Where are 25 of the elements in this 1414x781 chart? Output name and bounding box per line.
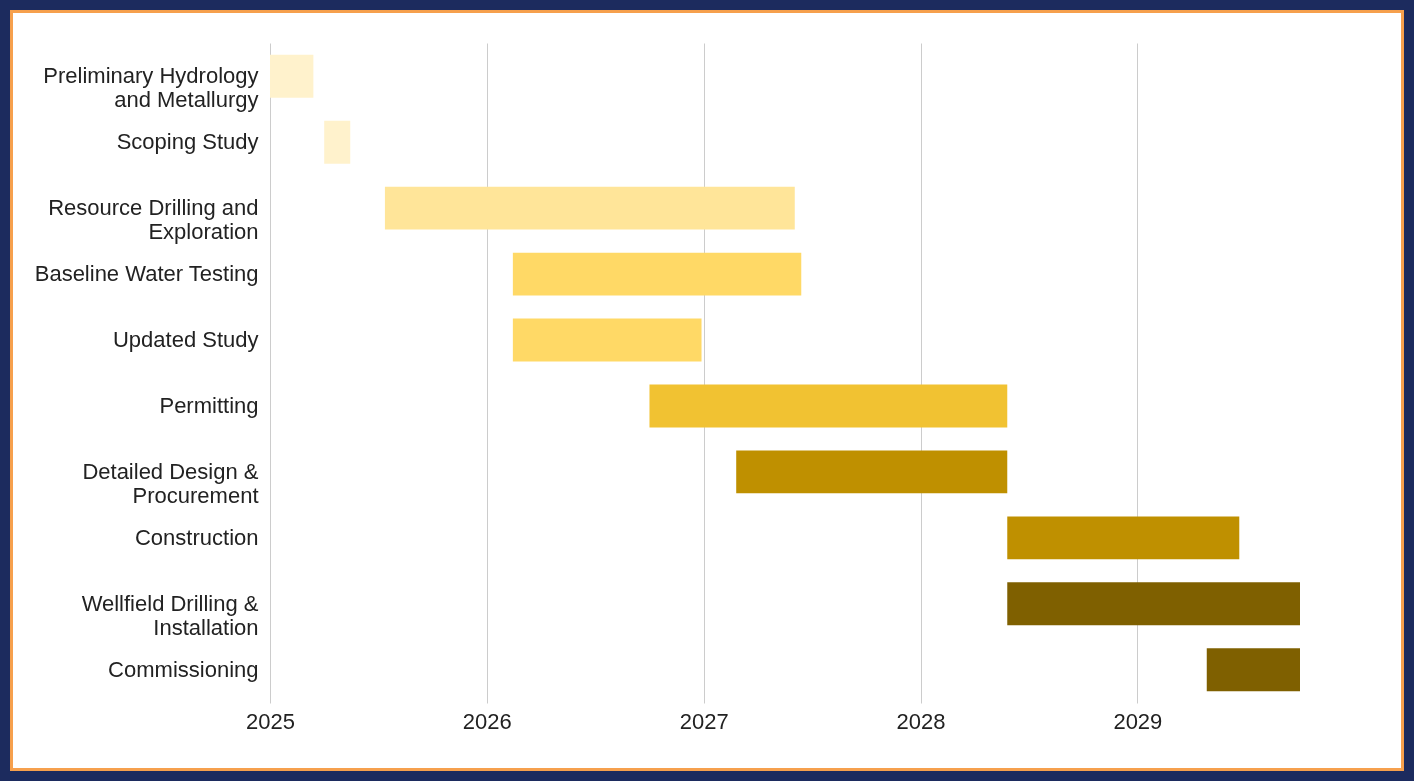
- x-tick-label: 2028: [896, 708, 946, 734]
- y-tick-label: Baseline Water Testing: [34, 261, 259, 287]
- y-tick-label: Detailed Design & Procurement: [82, 458, 259, 508]
- bar: [512, 318, 702, 362]
- x-tick-label: 2025: [246, 708, 295, 734]
- x-tick-label: 2027: [679, 708, 729, 734]
- bar: [649, 384, 1008, 428]
- bar: [384, 186, 795, 230]
- bar: [270, 54, 314, 98]
- bar: [324, 120, 351, 164]
- y-tick-label: Wellfield Drilling & Installation: [81, 590, 259, 640]
- y-tick-label: Commissioning: [108, 656, 259, 682]
- bar: [512, 252, 802, 296]
- bar: [1007, 516, 1240, 560]
- y-tick-label: Construction: [134, 524, 259, 550]
- y-tick-label: Preliminary Hydrology and Metallurgy: [43, 63, 259, 113]
- y-tick-label: Scoping Study: [116, 129, 259, 155]
- x-tick-label: 2026: [462, 708, 512, 734]
- y-tick-label: Permitting: [159, 392, 259, 418]
- x-tick-label: 2029: [1113, 708, 1163, 734]
- y-tick-label: Resource Drilling and Exploration: [48, 195, 259, 245]
- y-tick-label: Updated Study: [112, 327, 259, 353]
- bar: [1206, 648, 1300, 692]
- bar: [736, 450, 1008, 494]
- bar: [1007, 582, 1300, 626]
